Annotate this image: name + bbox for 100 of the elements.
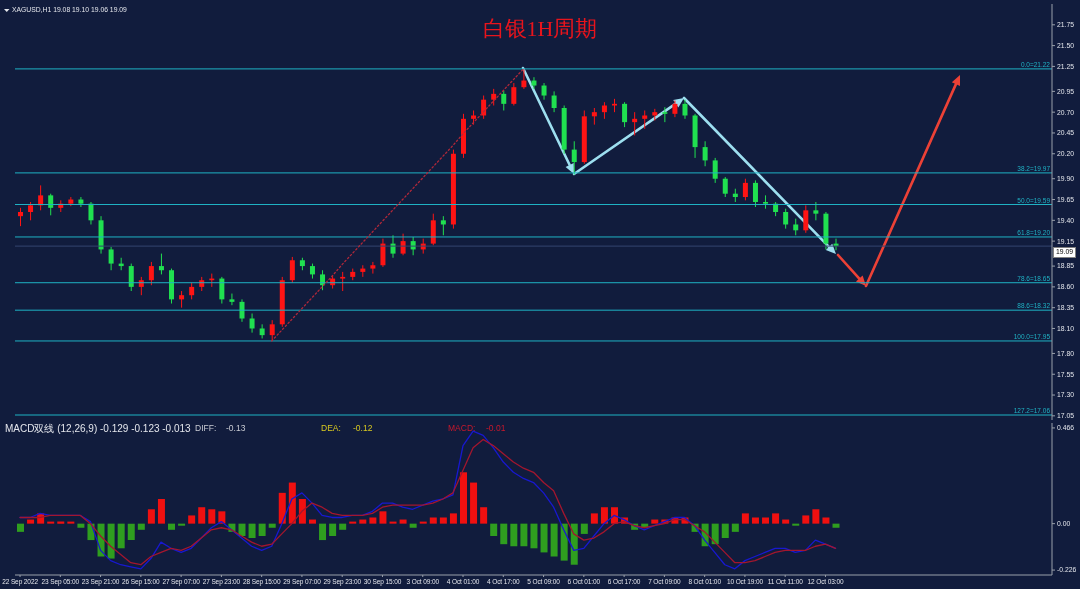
- candlestick: [521, 68, 527, 90]
- bar: [67, 521, 75, 524]
- bar: [319, 523, 327, 541]
- candlestick: [702, 140, 708, 167]
- bar: [208, 509, 216, 524]
- bar: [127, 523, 135, 541]
- bar: [530, 523, 538, 549]
- bar: [238, 523, 246, 536]
- line-series: [271, 68, 525, 342]
- bar: [288, 482, 296, 524]
- bar: [772, 513, 780, 524]
- candlestick: [531, 76, 537, 90]
- candlestick: [249, 313, 255, 334]
- candlestick: [551, 90, 557, 113]
- bar: [298, 499, 306, 524]
- candlestick: [752, 179, 758, 208]
- bar: [258, 523, 266, 536]
- bar: [520, 523, 528, 547]
- candlestick: [259, 323, 265, 339]
- candlestick: [28, 201, 34, 221]
- bar: [77, 523, 85, 528]
- bar: [137, 523, 145, 530]
- candlestick: [430, 213, 436, 246]
- bar: [339, 523, 347, 530]
- bar: [792, 523, 800, 526]
- bar: [500, 523, 508, 545]
- bar: [188, 515, 196, 524]
- annotation: DIFF:: [195, 423, 217, 433]
- bar: [419, 521, 427, 524]
- bar: [480, 507, 488, 524]
- chart-title: MACD双线 (12,26,9) -0.129 -0.123 -0.013: [5, 423, 191, 434]
- bar: [409, 523, 417, 528]
- bar: [429, 517, 437, 524]
- bar: [741, 513, 749, 524]
- candlestick: [219, 276, 225, 305]
- bar: [590, 513, 598, 524]
- annotation: -0.13: [226, 423, 246, 433]
- bar: [107, 523, 115, 559]
- candlestick: [78, 196, 84, 208]
- bar: [278, 492, 286, 524]
- candlestick: [229, 293, 235, 306]
- bar: [379, 511, 387, 524]
- bar: [832, 523, 840, 528]
- bar: [157, 499, 165, 524]
- candlestick: [340, 271, 346, 292]
- bar: [812, 509, 820, 524]
- bar: [550, 523, 558, 557]
- candlestick: [813, 201, 819, 221]
- bar: [510, 523, 518, 547]
- candlestick: [88, 201, 94, 225]
- bar: [580, 523, 588, 534]
- candlestick: [128, 263, 134, 292]
- candlestick: [148, 261, 154, 286]
- candlestick: [783, 208, 789, 230]
- bar: [147, 509, 155, 524]
- bar: [540, 523, 548, 553]
- candlestick: [440, 215, 446, 236]
- bar: [359, 519, 367, 524]
- candlestick: [38, 184, 44, 211]
- annotation: MACD:: [448, 423, 476, 433]
- text: 白银1H周期: [482, 16, 598, 41]
- candlestick: [712, 157, 718, 184]
- bar: [168, 523, 176, 530]
- candlestick: [742, 178, 748, 201]
- bar: [711, 523, 719, 545]
- bar: [248, 523, 256, 539]
- bar: [560, 523, 568, 561]
- candlestick: [370, 261, 376, 275]
- bar: [17, 523, 24, 532]
- bar: [369, 517, 377, 524]
- bar: [782, 519, 790, 524]
- bar: [198, 507, 206, 524]
- bar: [459, 472, 467, 524]
- candlestick: [289, 256, 295, 284]
- bar: [399, 519, 407, 524]
- candlestick: [682, 99, 688, 120]
- candlestick: [501, 90, 507, 111]
- bar: [600, 507, 608, 524]
- annotation: -0.01: [486, 423, 506, 433]
- bar: [449, 513, 457, 524]
- bar: [651, 519, 659, 524]
- bar: [27, 519, 35, 524]
- bar: [349, 521, 357, 524]
- bar: [721, 523, 729, 539]
- candlestick: [108, 246, 114, 271]
- bar: [822, 517, 830, 524]
- bar: [117, 523, 125, 549]
- candlestick: [571, 140, 577, 176]
- bar: [389, 521, 397, 524]
- candlestick: [722, 176, 728, 198]
- bar: [490, 523, 498, 536]
- bar: [308, 519, 316, 524]
- candlestick: [803, 204, 809, 234]
- candlestick: [642, 110, 648, 130]
- annotation: DEA:: [321, 423, 341, 433]
- bar: [178, 523, 186, 526]
- bar: [731, 523, 739, 532]
- candlestick: [18, 207, 23, 227]
- candlestick: [511, 82, 517, 106]
- candlestick: [269, 319, 275, 342]
